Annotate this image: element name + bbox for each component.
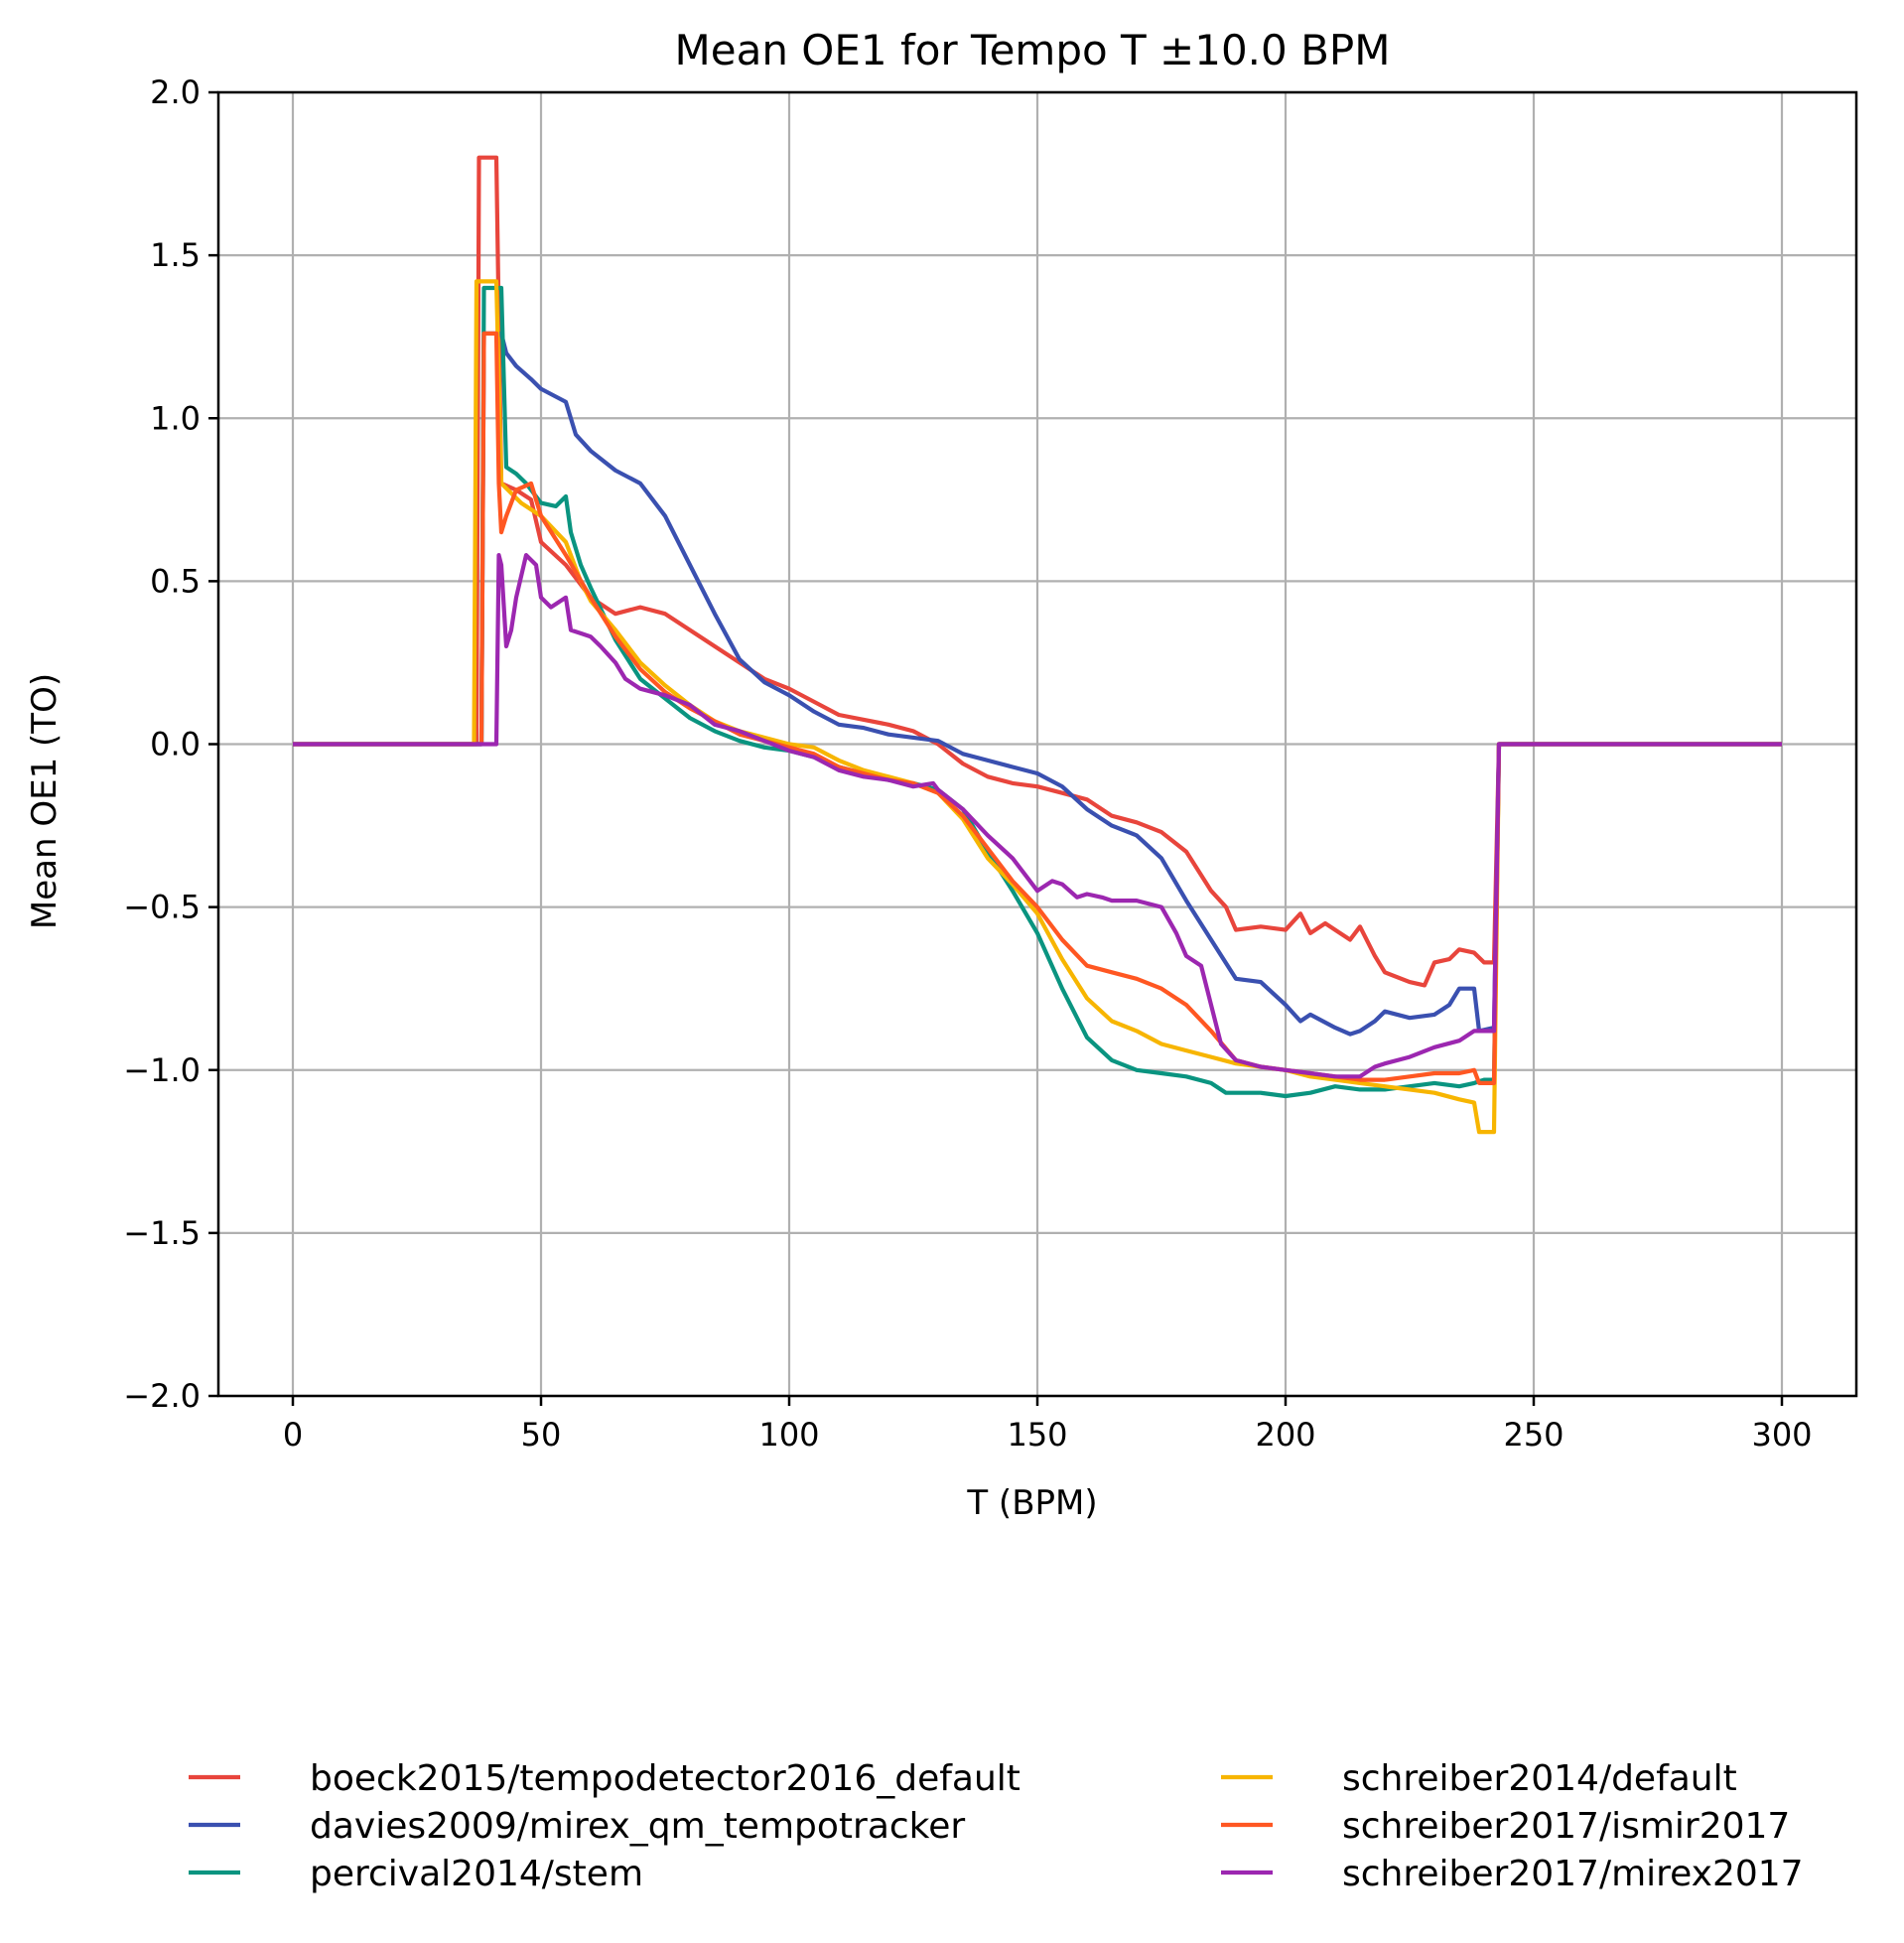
series-line-4 bbox=[293, 331, 1782, 1085]
y-tick-label: −2.0 bbox=[123, 1377, 201, 1415]
x-tick-label: 150 bbox=[1007, 1416, 1067, 1454]
series-line-5 bbox=[293, 553, 1782, 1079]
y-tick-label: −1.5 bbox=[123, 1214, 201, 1252]
legend-label: schreiber2014/default bbox=[1342, 1758, 1737, 1799]
x-tick-label: 200 bbox=[1255, 1416, 1315, 1454]
y-tick-label: −0.5 bbox=[123, 889, 201, 926]
x-tick-label: 250 bbox=[1503, 1416, 1564, 1454]
legend-item: percival2014/stem bbox=[189, 1854, 643, 1894]
y-tick-label: 2.0 bbox=[150, 73, 201, 111]
legend: boeck2015/tempodetector2016_defaultdavie… bbox=[189, 1758, 1804, 1894]
y-tick-label: −1.0 bbox=[123, 1051, 201, 1089]
legend-label: percival2014/stem bbox=[310, 1854, 643, 1894]
series-line-1 bbox=[293, 331, 1782, 1037]
legend-item: davies2009/mirex_qm_tempotracker bbox=[189, 1806, 965, 1847]
x-axis-label: T (BPM) bbox=[966, 1483, 1097, 1523]
legend-item: schreiber2017/mirex2017 bbox=[1221, 1854, 1804, 1894]
series-group bbox=[293, 155, 1782, 1135]
y-axis-label: Mean OE1 (TO) bbox=[25, 673, 65, 929]
x-tick-label: 50 bbox=[521, 1416, 562, 1454]
x-tick-label: 0 bbox=[283, 1416, 303, 1454]
legend-item: schreiber2017/ismir2017 bbox=[1221, 1806, 1790, 1847]
legend-item: boeck2015/tempodetector2016_default bbox=[189, 1758, 1020, 1799]
legend-label: boeck2015/tempodetector2016_default bbox=[310, 1758, 1020, 1799]
x-axis: 0 50 100 150 200 250 300 bbox=[283, 1396, 1813, 1454]
y-tick-label: 1.0 bbox=[150, 399, 201, 437]
legend-label: schreiber2017/ismir2017 bbox=[1342, 1806, 1790, 1847]
legend-label: schreiber2017/mirex2017 bbox=[1342, 1854, 1804, 1894]
y-axis: 2.0 1.5 1.0 0.5 0.0 −0.5 −1.0 −1.5 −2.0 bbox=[123, 73, 218, 1415]
x-tick-label: 100 bbox=[758, 1416, 819, 1454]
y-tick-label: 0.0 bbox=[150, 726, 201, 763]
legend-item: schreiber2014/default bbox=[1221, 1758, 1737, 1799]
legend-label: davies2009/mirex_qm_tempotracker bbox=[310, 1806, 965, 1847]
x-tick-label: 300 bbox=[1751, 1416, 1812, 1454]
chart-title: Mean OE1 for Tempo T ±10.0 BPM bbox=[675, 26, 1391, 74]
y-tick-label: 0.5 bbox=[150, 562, 201, 600]
y-tick-label: 1.5 bbox=[150, 236, 201, 274]
